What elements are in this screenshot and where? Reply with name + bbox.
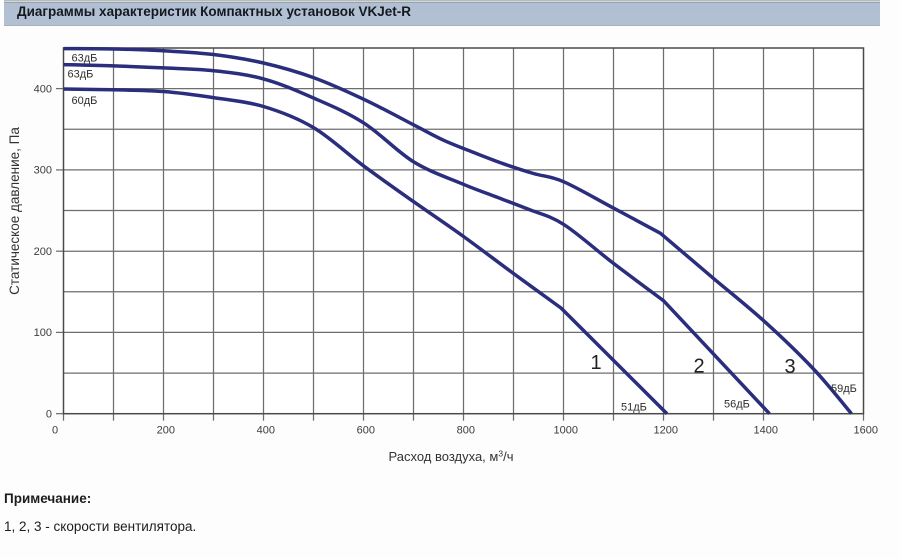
svg-text:Расход воздуха, м3/ч: Расход воздуха, м3/ч: [389, 449, 514, 465]
svg-text:600: 600: [357, 425, 375, 437]
svg-text:1400: 1400: [754, 425, 778, 437]
svg-text:2: 2: [693, 356, 704, 378]
svg-text:60дБ: 60дБ: [72, 95, 98, 107]
svg-text:200: 200: [34, 246, 52, 258]
svg-text:800: 800: [457, 425, 475, 437]
svg-text:56дБ: 56дБ: [724, 399, 750, 411]
svg-text:1: 1: [590, 352, 601, 374]
svg-text:Статическое давление, Па: Статическое давление, Па: [7, 127, 22, 295]
svg-text:3: 3: [784, 356, 795, 378]
svg-text:1600: 1600: [854, 425, 878, 437]
svg-text:63дБ: 63дБ: [68, 69, 94, 81]
svg-text:300: 300: [34, 165, 52, 177]
svg-text:200: 200: [157, 425, 175, 437]
svg-text:400: 400: [34, 83, 52, 95]
svg-text:0: 0: [52, 425, 58, 437]
svg-text:1000: 1000: [554, 425, 578, 437]
svg-text:100: 100: [34, 327, 52, 339]
svg-text:63дБ: 63дБ: [72, 53, 98, 65]
svg-text:1200: 1200: [654, 425, 678, 437]
svg-text:400: 400: [257, 425, 275, 437]
svg-text:0: 0: [46, 409, 52, 421]
svg-text:59дБ: 59дБ: [831, 383, 857, 395]
svg-text:51дБ: 51дБ: [621, 402, 647, 414]
